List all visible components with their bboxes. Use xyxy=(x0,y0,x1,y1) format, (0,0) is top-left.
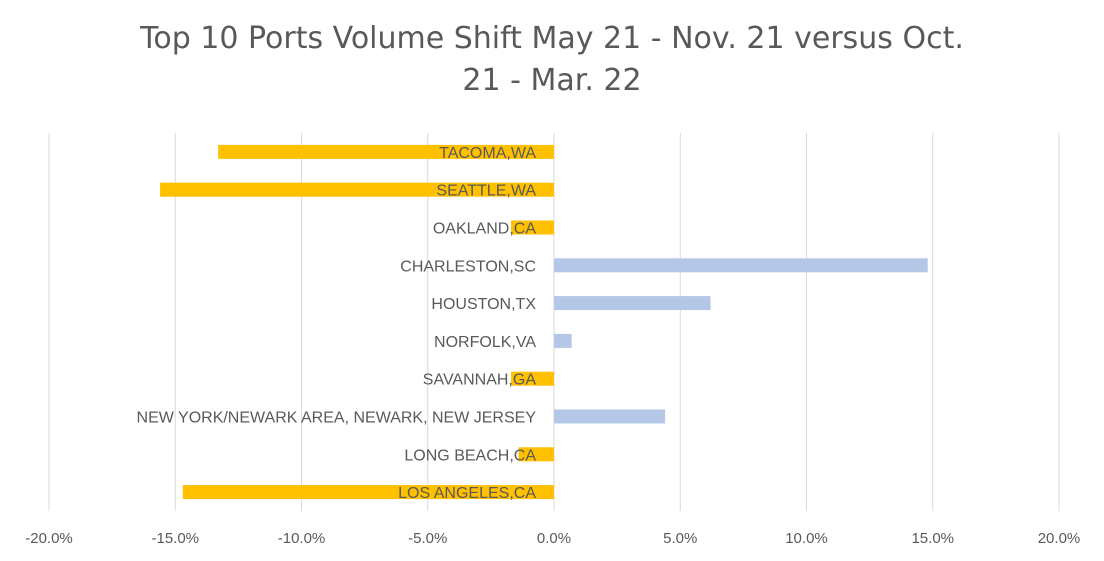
bar xyxy=(554,296,711,311)
category-label: SEATTLE,WA xyxy=(436,183,536,200)
category-label: TACOMA,WA xyxy=(439,145,536,162)
x-tick-label: -10.0% xyxy=(278,530,326,547)
bar xyxy=(511,220,554,235)
bar xyxy=(554,333,572,348)
bar xyxy=(518,447,554,462)
chart-title-line-2: 21 - Mar. 22 xyxy=(462,63,642,98)
bar xyxy=(160,182,554,197)
x-tick-label: 0.0% xyxy=(537,530,571,547)
category-label: NEW YORK/NEWARK AREA, NEWARK, NEW JERSEY xyxy=(137,410,537,427)
x-tick-label: -5.0% xyxy=(408,530,447,547)
category-label: HOUSTON,TX xyxy=(431,296,536,313)
x-tick-label: -20.0% xyxy=(25,530,73,547)
category-label: CHARLESTON,SC xyxy=(400,258,536,275)
bar xyxy=(554,258,928,273)
bar xyxy=(554,409,666,424)
x-tick-label: 5.0% xyxy=(663,530,697,547)
category-label: NORFOLK,VA xyxy=(434,334,536,351)
category-label: LOS ANGELES,CA xyxy=(398,485,536,502)
x-tick-label: 10.0% xyxy=(785,530,828,547)
bar xyxy=(218,144,555,159)
category-label: LONG BEACH,CA xyxy=(404,447,536,464)
bar xyxy=(182,485,554,500)
category-label: SAVANNAH,GA xyxy=(423,372,537,389)
chart-title: Top 10 Ports Volume Shift May 21 - Nov. … xyxy=(0,18,1104,102)
x-tick-label: 15.0% xyxy=(911,530,954,547)
category-label: OAKLAND,CA xyxy=(433,221,536,238)
bar xyxy=(511,371,554,386)
x-tick-label: 20.0% xyxy=(1038,530,1081,547)
x-tick-label: -15.0% xyxy=(151,530,199,547)
chart-title-line-1: Top 10 Ports Volume Shift May 21 - Nov. … xyxy=(140,21,964,56)
